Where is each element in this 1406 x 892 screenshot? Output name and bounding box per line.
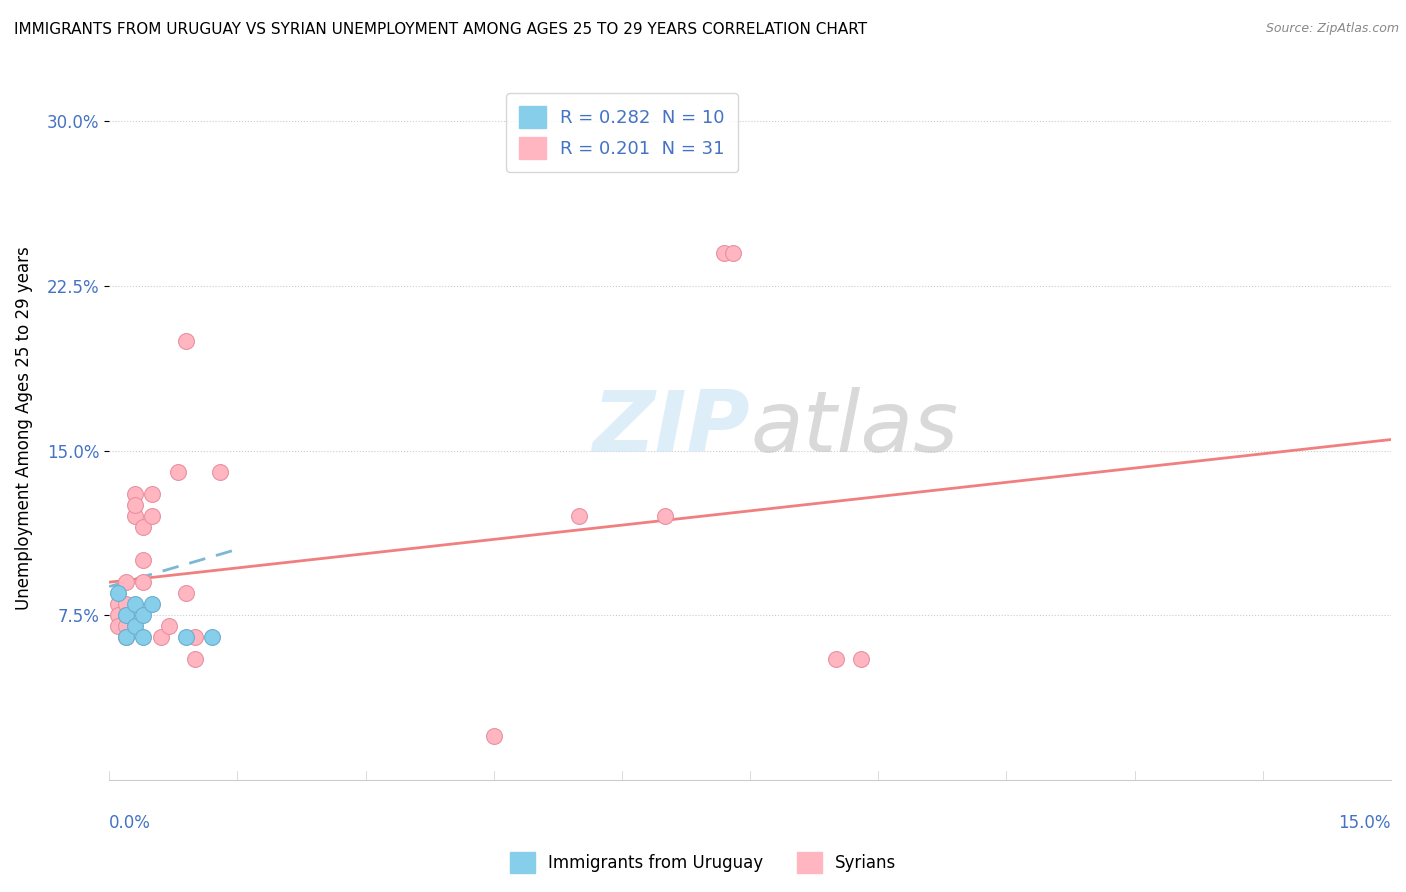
- Point: [124, 597, 146, 611]
- Point: [115, 608, 138, 623]
- Point: [183, 652, 205, 666]
- Point: [568, 509, 591, 524]
- Point: [107, 586, 129, 600]
- Point: [132, 553, 155, 567]
- Point: [851, 652, 873, 666]
- Point: [115, 575, 138, 590]
- Point: [209, 466, 232, 480]
- Legend: R = 0.282  N = 10, R = 0.201  N = 31: R = 0.282 N = 10, R = 0.201 N = 31: [506, 94, 738, 172]
- Point: [201, 630, 224, 644]
- Point: [115, 630, 138, 644]
- Point: [132, 630, 155, 644]
- Point: [124, 487, 146, 501]
- Point: [124, 499, 146, 513]
- Text: 0.0%: 0.0%: [110, 814, 150, 832]
- Point: [132, 575, 155, 590]
- Point: [183, 630, 205, 644]
- Y-axis label: Unemployment Among Ages 25 to 29 years: Unemployment Among Ages 25 to 29 years: [15, 247, 32, 610]
- Point: [654, 509, 676, 524]
- Point: [174, 334, 197, 348]
- Point: [107, 619, 129, 633]
- Point: [124, 509, 146, 524]
- Text: IMMIGRANTS FROM URUGUAY VS SYRIAN UNEMPLOYMENT AMONG AGES 25 TO 29 YEARS CORRELA: IMMIGRANTS FROM URUGUAY VS SYRIAN UNEMPL…: [14, 22, 868, 37]
- Legend: Immigrants from Uruguay, Syrians: Immigrants from Uruguay, Syrians: [503, 846, 903, 880]
- Text: atlas: atlas: [751, 387, 957, 470]
- Point: [132, 608, 155, 623]
- Point: [174, 586, 197, 600]
- Point: [157, 619, 180, 633]
- Point: [149, 630, 172, 644]
- Point: [115, 630, 138, 644]
- Point: [107, 597, 129, 611]
- Text: Source: ZipAtlas.com: Source: ZipAtlas.com: [1265, 22, 1399, 36]
- Point: [107, 608, 129, 623]
- Point: [824, 652, 846, 666]
- Point: [115, 619, 138, 633]
- Text: 15.0%: 15.0%: [1339, 814, 1391, 832]
- Point: [132, 520, 155, 534]
- Point: [166, 466, 188, 480]
- Point: [482, 729, 505, 743]
- Point: [141, 597, 163, 611]
- Text: ZIP: ZIP: [592, 387, 751, 470]
- Point: [721, 246, 744, 260]
- Point: [124, 619, 146, 633]
- Point: [141, 487, 163, 501]
- Point: [141, 509, 163, 524]
- Point: [115, 608, 138, 623]
- Point: [713, 246, 735, 260]
- Point: [115, 597, 138, 611]
- Point: [174, 630, 197, 644]
